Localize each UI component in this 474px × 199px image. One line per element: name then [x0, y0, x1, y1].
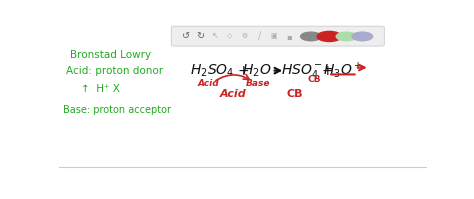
Text: Acid: Acid — [219, 89, 246, 99]
Text: ↑  H⁺ X: ↑ H⁺ X — [82, 84, 120, 94]
Circle shape — [336, 32, 357, 41]
Text: ◇: ◇ — [228, 33, 233, 39]
Text: ↻: ↻ — [197, 31, 205, 41]
Text: Acid: Acid — [197, 79, 219, 88]
Text: ⚙: ⚙ — [242, 33, 248, 39]
Text: Acid: proton donor: Acid: proton donor — [66, 66, 163, 76]
Text: /: / — [258, 31, 261, 41]
Text: CB: CB — [286, 89, 302, 99]
Text: ▪: ▪ — [286, 32, 292, 41]
Text: $+$: $+$ — [320, 64, 333, 78]
Text: $+$: $+$ — [237, 64, 249, 78]
Text: $H_2SO_4$: $H_2SO_4$ — [190, 62, 234, 79]
Text: CB: CB — [308, 75, 321, 84]
Text: ↖: ↖ — [212, 32, 219, 41]
Circle shape — [352, 32, 373, 41]
Circle shape — [317, 31, 341, 42]
Text: ↺: ↺ — [182, 31, 190, 41]
Text: Bronstad Lowry: Bronstad Lowry — [70, 50, 151, 60]
Text: Base: Base — [246, 79, 270, 88]
Text: ▣: ▣ — [271, 33, 277, 39]
FancyBboxPatch shape — [171, 26, 384, 46]
Circle shape — [301, 32, 321, 41]
Text: Base: proton acceptor: Base: proton acceptor — [63, 105, 171, 115]
Text: $H_3O^+$: $H_3O^+$ — [323, 61, 363, 80]
Text: $H_2O$: $H_2O$ — [242, 62, 272, 79]
Text: $HSO_4^-$: $HSO_4^-$ — [281, 62, 323, 80]
